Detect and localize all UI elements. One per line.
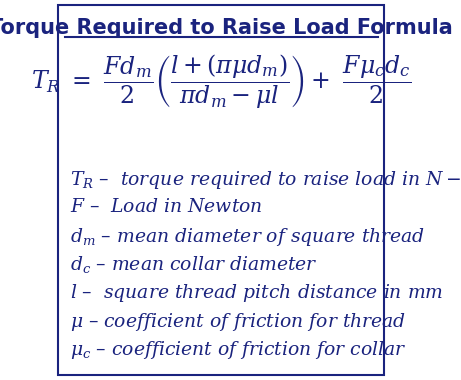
Text: $F$ –  Load in Newton: $F$ – Load in Newton	[70, 198, 262, 215]
FancyBboxPatch shape	[58, 5, 384, 375]
Text: $l$ –  square thread pitch distance in mm: $l$ – square thread pitch distance in mm	[70, 282, 443, 304]
Text: $d_m$ – mean diameter of square thread: $d_m$ – mean diameter of square thread	[70, 226, 425, 248]
Text: $\mu$ – coefficient of friction for thread: $\mu$ – coefficient of friction for thre…	[70, 311, 406, 333]
Text: Torque Required to Raise Load Formula: Torque Required to Raise Load Formula	[0, 18, 453, 38]
Text: $T_R$ –  torque required to raise load in $N-m$: $T_R$ – torque required to raise load in…	[70, 169, 461, 191]
Text: $T_R \ = \ \dfrac{Fd_m}{2} \left(\dfrac{l+(\pi\mu d_m)}{\pi d_m - \mu l}\right) : $T_R \ = \ \dfrac{Fd_m}{2} \left(\dfrac{…	[31, 52, 411, 111]
Text: $\mu_c$ – coefficient of friction for collar: $\mu_c$ – coefficient of friction for co…	[70, 339, 406, 361]
Text: $d_c$ – mean collar diameter: $d_c$ – mean collar diameter	[70, 254, 317, 275]
